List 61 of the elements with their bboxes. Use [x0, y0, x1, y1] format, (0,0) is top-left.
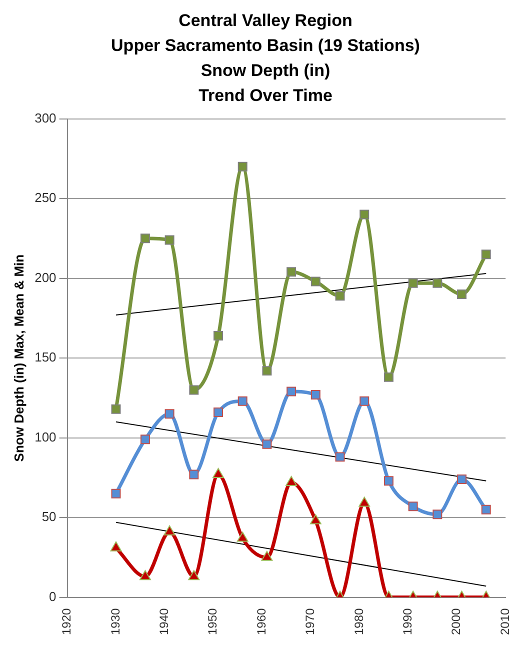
- y-tick-label: 100: [34, 429, 56, 444]
- point: [189, 470, 199, 480]
- point: [262, 366, 272, 376]
- point: [432, 510, 442, 520]
- point: [140, 434, 150, 444]
- point: [261, 550, 273, 561]
- point: [310, 390, 320, 400]
- point: [481, 250, 491, 260]
- point: [335, 452, 345, 462]
- point: [360, 396, 370, 406]
- y-axis-title: Snow Depth (in) Max, Mean & Min: [11, 254, 26, 462]
- point: [164, 525, 176, 536]
- point: [238, 162, 248, 172]
- x-tick-label: 1970: [303, 608, 318, 636]
- x-tick-label: 2000: [449, 608, 464, 636]
- point: [384, 372, 394, 382]
- y-tick-label: 300: [34, 110, 56, 126]
- point: [214, 408, 224, 418]
- point: [238, 396, 248, 406]
- point: [457, 474, 467, 484]
- x-tick-label: 1920: [60, 608, 74, 636]
- y-tick-label: 150: [34, 350, 56, 365]
- y-tick-label: 0: [49, 588, 56, 604]
- x-tick-label: 1980: [352, 608, 366, 636]
- point: [481, 504, 491, 514]
- point: [286, 267, 296, 277]
- point: [164, 235, 174, 245]
- point: [164, 409, 174, 419]
- chart-title: Central Valley Region Upper Sacramento Basin (19 Stations) Snow Depth (in) Trend Over Time: [110, 10, 421, 107]
- x-tick-label: 2010: [498, 608, 512, 636]
- point: [111, 488, 121, 498]
- point: [110, 541, 122, 552]
- x-tick-label: 1960: [254, 608, 268, 636]
- point: [214, 330, 224, 340]
- point: [188, 570, 200, 580]
- point: [262, 439, 272, 449]
- x-tick-label: 1930: [108, 608, 122, 636]
- y-tick-label: 50: [42, 509, 56, 524]
- point: [432, 278, 442, 288]
- point: [286, 386, 296, 396]
- point: [408, 278, 418, 288]
- point: [212, 468, 224, 478]
- y-tick-label: 200: [34, 270, 56, 285]
- y-tick-label: 250: [34, 190, 56, 206]
- point: [310, 276, 320, 286]
- point: [140, 570, 151, 580]
- x-tick-label: 1940: [157, 608, 172, 636]
- point: [335, 291, 345, 301]
- point: [286, 476, 298, 486]
- point: [360, 210, 370, 220]
- point: [189, 385, 199, 395]
- point: [457, 290, 467, 299]
- point: [408, 502, 418, 512]
- point: [236, 532, 248, 542]
- x-tick-label: 1950: [206, 608, 220, 636]
- point: [111, 404, 121, 414]
- point: [140, 234, 150, 244]
- point: [384, 476, 394, 486]
- point: [358, 496, 370, 507]
- point: [310, 514, 322, 524]
- x-tick-label: 1990: [400, 608, 415, 636]
